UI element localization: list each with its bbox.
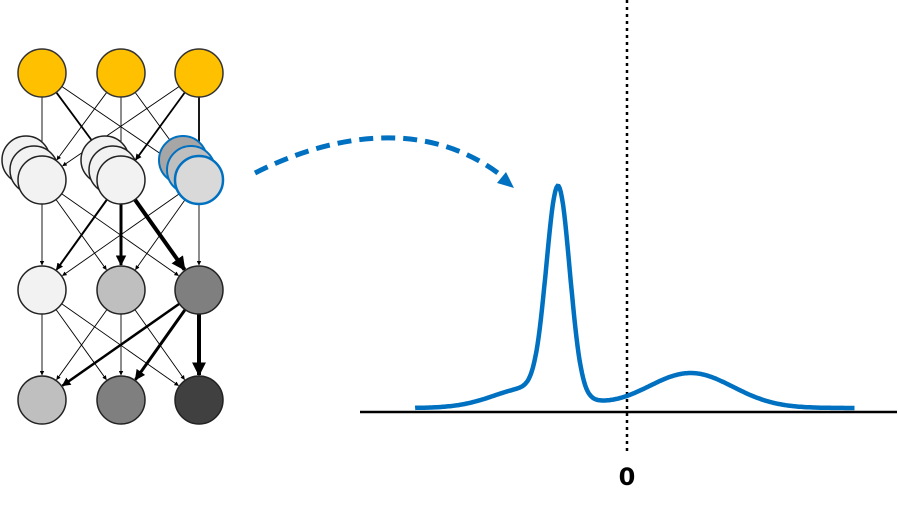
network-nodes (1, 48, 225, 425)
arrowhead-icon (497, 172, 514, 188)
network-bold-edge (134, 308, 187, 381)
hidden-node (96, 265, 146, 315)
network-bold-edge (55, 198, 108, 271)
network-edge (56, 309, 108, 381)
density-curve (414, 183, 855, 411)
network-bold-edge (61, 302, 181, 387)
hidden-node (17, 155, 67, 205)
input-node (96, 48, 146, 98)
output-node (17, 375, 67, 425)
output-node (96, 375, 146, 425)
network-bold-edge (134, 91, 186, 161)
network-edge (61, 86, 179, 167)
neural-network (1, 48, 225, 425)
network-bold-edges (55, 91, 206, 387)
hidden-node (17, 265, 67, 315)
zero-label: 0 (618, 463, 636, 491)
network-edge (55, 309, 107, 381)
distribution-plot (360, 0, 897, 455)
hidden-node (174, 265, 224, 315)
output-node (174, 375, 224, 425)
dashed-curved-arrow-icon (253, 135, 510, 183)
network-bold-edge (133, 198, 187, 271)
highlighted-node (173, 154, 225, 206)
hidden-node (96, 155, 146, 205)
input-node (17, 48, 67, 98)
input-node (174, 48, 224, 98)
